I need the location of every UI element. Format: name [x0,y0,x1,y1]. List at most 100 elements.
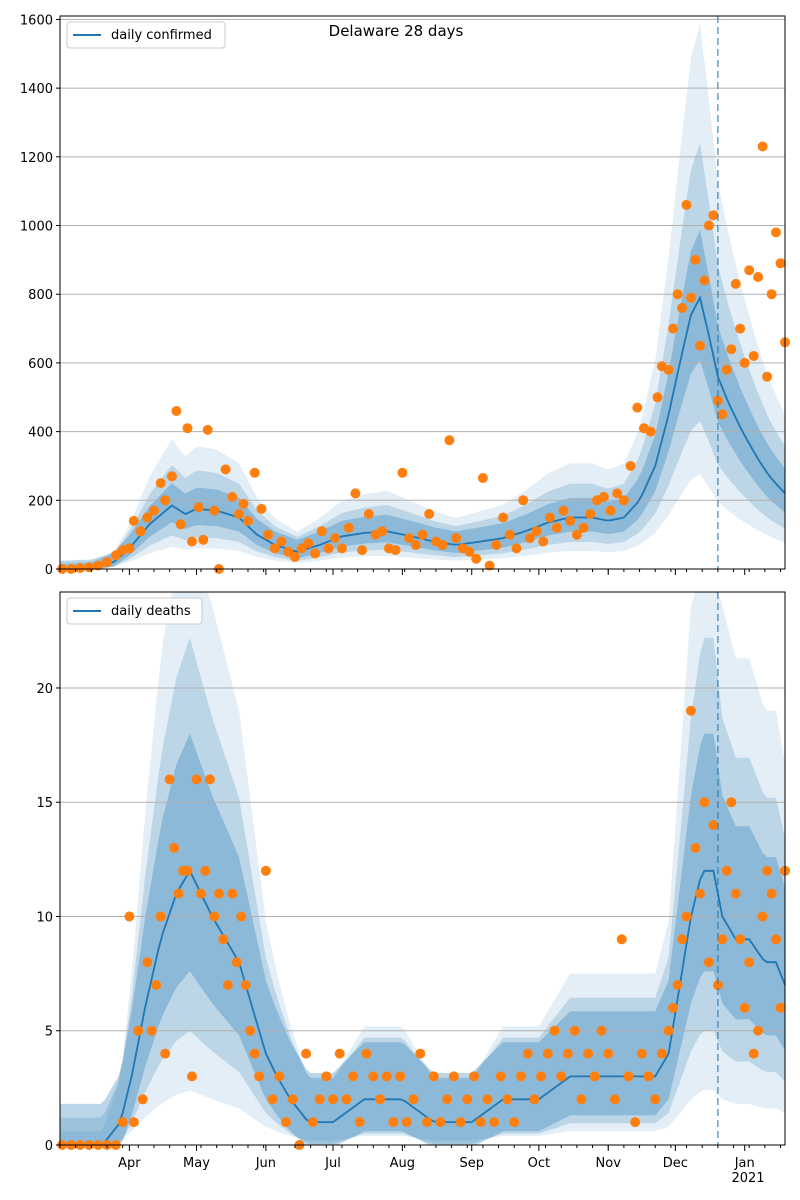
data-point [149,505,159,516]
data-point [686,292,696,303]
data-point [422,1117,432,1128]
data-point [469,1071,479,1082]
data-point [672,980,683,990]
data-point [124,911,135,922]
data-point [576,1094,587,1105]
data-point [117,1117,128,1128]
data-point [354,1117,365,1128]
data-point [511,543,522,554]
data-point [766,888,777,899]
y-tick-label: 600 [28,357,53,372]
data-point [323,543,334,554]
data-point [708,210,719,221]
y-tick-label: 200 [28,494,53,509]
data-point [155,911,166,922]
data-point [218,934,229,945]
data-point [498,512,509,523]
data-point [124,543,135,554]
legend-label-deaths: daily deaths [111,604,191,619]
data-point [489,1117,500,1128]
y-tick-label: 1600 [20,13,53,28]
data-point [198,534,209,545]
data-point [618,495,629,506]
x-tick-label: Dec [663,1156,688,1171]
data-point [730,278,741,289]
data-point [757,141,768,152]
data-point [585,509,596,519]
legend-box [66,597,203,625]
data-point [542,1048,553,1059]
y-tick-label: 0 [45,563,53,578]
data-point [721,364,732,375]
data-point [173,888,184,899]
deaths-points [57,705,790,1150]
data-point [377,526,388,537]
data-point [668,1002,679,1013]
y-tick-label: 15 [36,796,53,811]
data-point [200,865,211,876]
y-tick-label: 400 [28,426,53,441]
confidence-band [60,592,785,1145]
data-point [545,512,555,523]
y-tick-label: 1200 [20,151,53,166]
data-point [690,254,701,265]
data-point [307,1117,318,1128]
data-point [748,351,759,361]
data-point [686,705,696,716]
data-point [504,529,515,540]
data-point [748,1048,759,1059]
data-point [462,1094,473,1105]
data-point [677,303,688,313]
data-point [276,536,287,547]
deaths-x-axis: Apr May Jun Jul Aug Sep Oct Nov Dec Jan [59,1145,782,1171]
data-point [482,1094,493,1105]
data-point [220,464,231,475]
data-point [234,509,244,519]
data-point [477,473,488,483]
data-point [753,272,764,282]
data-point [712,395,723,406]
data-point [357,545,368,556]
data-point [623,1071,634,1082]
data-point [401,1117,412,1128]
data-point [260,865,271,876]
data-point [681,911,692,922]
data-point [193,502,204,513]
data-point [663,1025,674,1036]
data-point [397,467,408,478]
data-point [650,1094,661,1105]
data-point [263,529,274,540]
confirmed-axes-frame [59,15,786,570]
data-point [395,1071,406,1082]
data-point [155,478,166,489]
data-point [625,461,636,471]
y-tick-label: 800 [28,288,53,303]
data-point [424,509,435,519]
data-point [531,526,542,537]
data-point [538,536,549,547]
data-point [102,557,112,568]
legend-label-confirmed: daily confirmed [111,28,212,43]
data-point [249,1048,260,1059]
confidence-band [60,142,785,569]
confirmed-x-axis [59,569,782,575]
data-point [334,1048,345,1059]
data-point [202,424,213,435]
data-point [721,865,732,876]
data-point [146,1025,157,1036]
data-point [254,1071,265,1082]
data-point [491,540,502,550]
data-point [164,774,175,785]
legend-box [66,21,226,49]
data-point [643,1071,654,1082]
data-point [603,1048,614,1059]
y-tick-label: 1400 [20,82,53,97]
data-point [455,1117,466,1128]
data-point [578,522,589,533]
data-point [744,957,755,968]
data-point [236,911,247,922]
confidence-band [60,733,785,1145]
data-point [142,512,153,523]
